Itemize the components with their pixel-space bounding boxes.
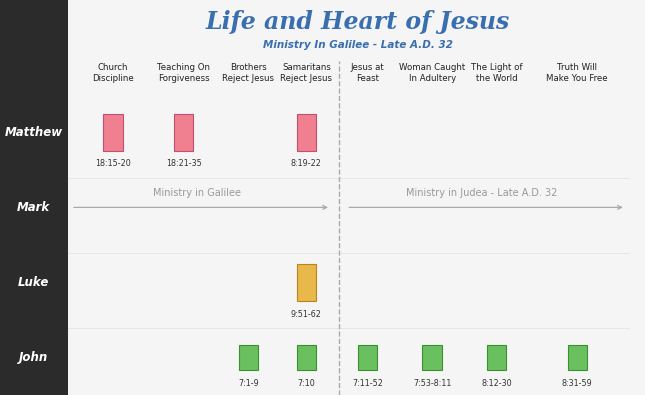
Text: Life and Heart of Jesus: Life and Heart of Jesus <box>206 10 510 34</box>
Bar <box>487 345 506 370</box>
Bar <box>297 264 316 301</box>
Text: Luke: Luke <box>18 276 50 289</box>
Bar <box>174 114 194 151</box>
Bar <box>297 114 316 151</box>
Text: Matthew: Matthew <box>5 126 63 139</box>
Text: Truth Will
Make You Free: Truth Will Make You Free <box>546 63 608 83</box>
Text: The Light of
the World: The Light of the World <box>471 63 522 83</box>
Text: 7:11-52: 7:11-52 <box>352 379 383 388</box>
Bar <box>422 345 442 370</box>
Text: Brothers
Reject Jesus: Brothers Reject Jesus <box>223 63 274 83</box>
Text: 18:15-20: 18:15-20 <box>95 160 131 169</box>
Text: 8:31-59: 8:31-59 <box>562 379 593 388</box>
Text: John: John <box>19 351 48 364</box>
Text: Teaching On
Forgiveness: Teaching On Forgiveness <box>157 63 210 83</box>
Text: 9:51-62: 9:51-62 <box>291 310 322 319</box>
Text: 7:53-8:11: 7:53-8:11 <box>413 379 452 388</box>
Text: Samaritans
Reject Jesus: Samaritans Reject Jesus <box>281 63 332 83</box>
Text: 7:1-9: 7:1-9 <box>238 379 259 388</box>
Bar <box>297 345 316 370</box>
Text: 18:21-35: 18:21-35 <box>166 160 202 169</box>
Text: Ministry In Galilee - Late A.D. 32: Ministry In Galilee - Late A.D. 32 <box>263 40 453 51</box>
Text: Ministry in Judea - Late A.D. 32: Ministry in Judea - Late A.D. 32 <box>406 188 558 198</box>
Text: Woman Caught
In Adultery: Woman Caught In Adultery <box>399 63 465 83</box>
Bar <box>239 345 258 370</box>
Text: Church
Discipline: Church Discipline <box>92 63 134 83</box>
Text: Jesus at
Feast: Jesus at Feast <box>351 63 384 83</box>
Bar <box>568 345 587 370</box>
Text: 8:19-22: 8:19-22 <box>291 160 322 169</box>
Text: Mark: Mark <box>17 201 50 214</box>
Bar <box>0 0 68 395</box>
Text: Ministry in Galilee: Ministry in Galilee <box>153 188 241 198</box>
Text: 7:10: 7:10 <box>297 379 315 388</box>
Bar <box>358 345 377 370</box>
Bar <box>103 114 123 151</box>
Text: 8:12-30: 8:12-30 <box>481 379 512 388</box>
